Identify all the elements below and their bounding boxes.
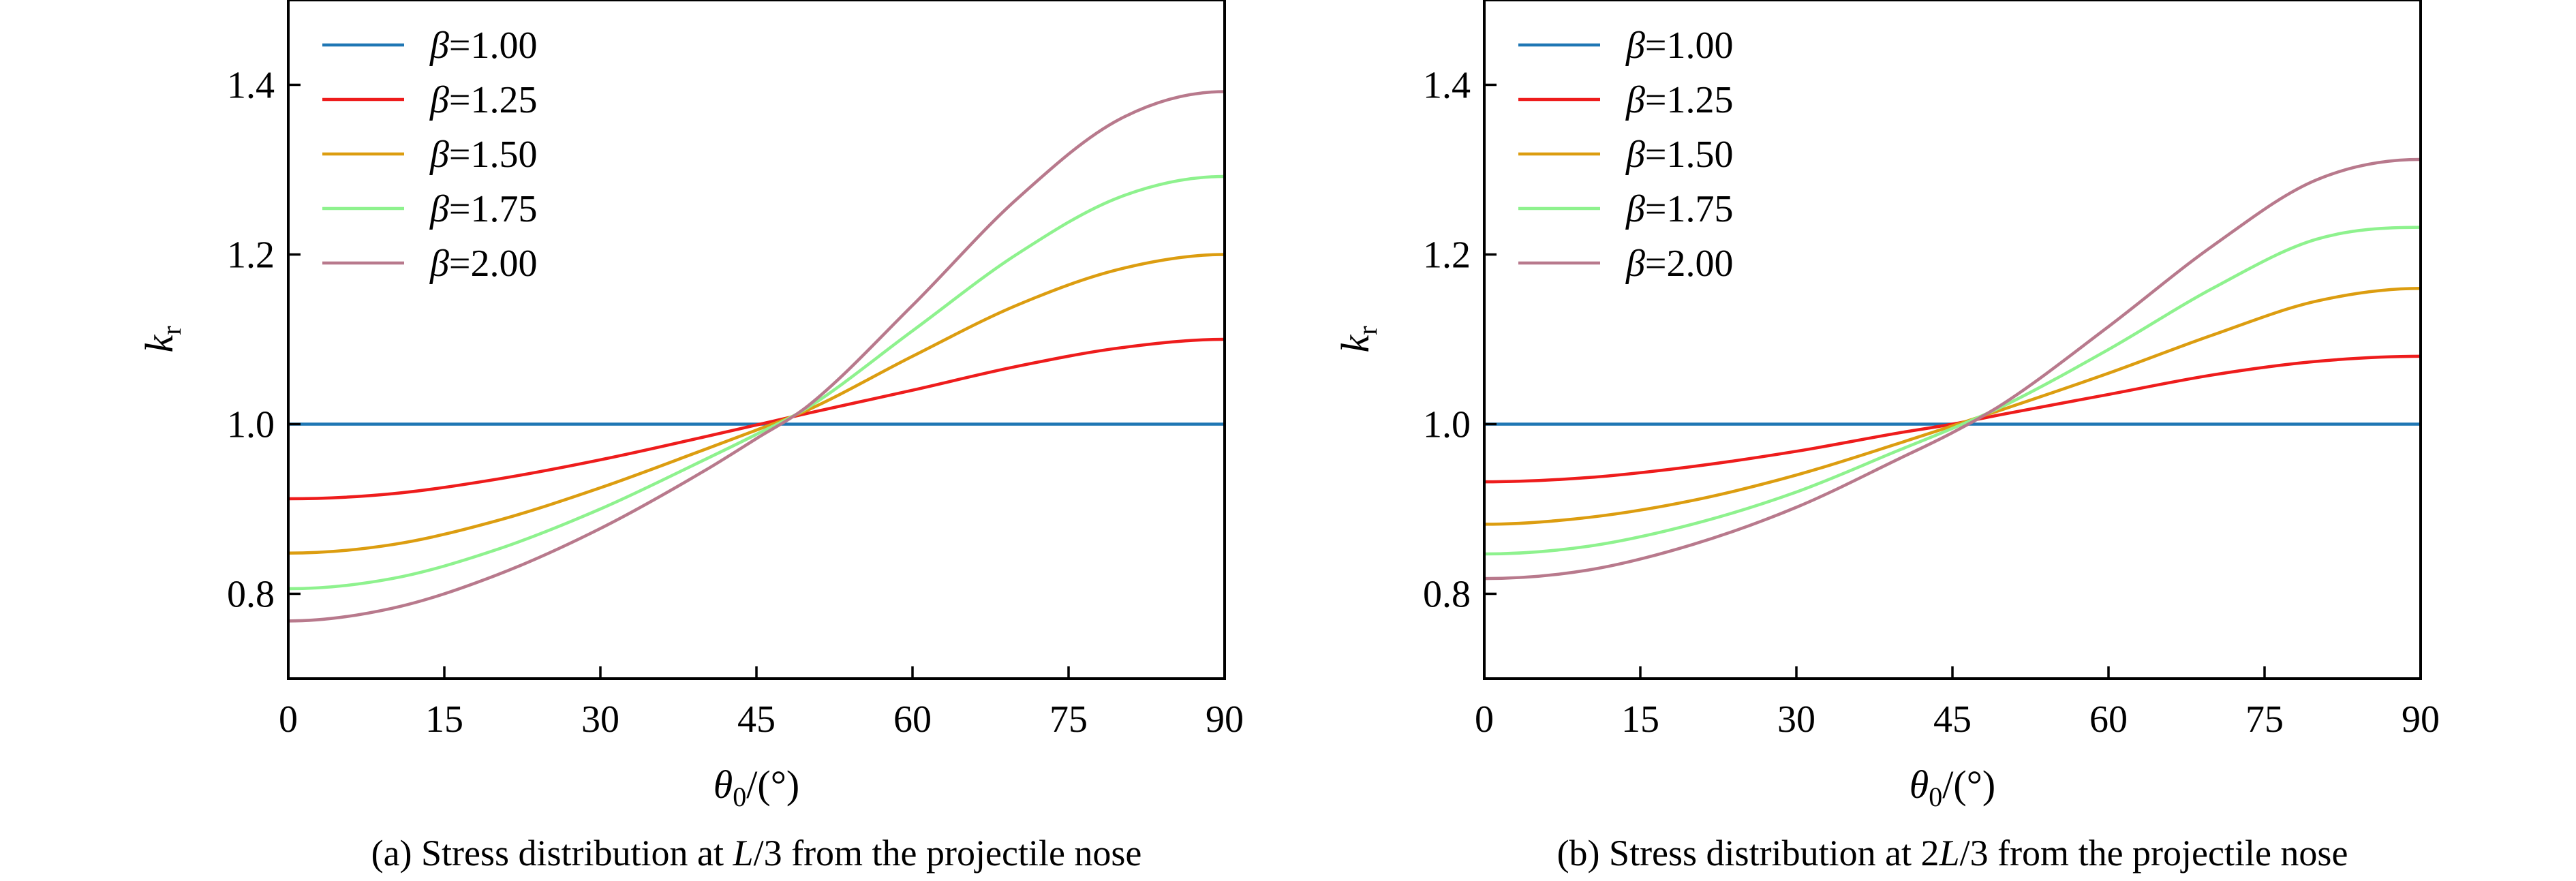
x-axis-label: θ0/(°) xyxy=(1910,762,1995,812)
x-tick-label: 0 xyxy=(1475,698,1494,741)
legend-label: β=1.25 xyxy=(1625,79,1733,121)
x-tick-label: 15 xyxy=(1621,698,1659,741)
x-tick-label: 75 xyxy=(1049,698,1088,741)
series-line-beta-1-50 xyxy=(1484,287,2421,526)
y-tick-label: 0.8 xyxy=(1423,574,1471,616)
y-tick-label: 1.2 xyxy=(227,234,275,277)
plot-frame xyxy=(1483,0,2422,680)
legend-label: β=1.50 xyxy=(1625,134,1733,176)
series-line-beta-1-75 xyxy=(288,174,1225,591)
legend-entry-beta-1-75: β=1.75 xyxy=(322,188,537,230)
legend-entry-beta-2-00: β=2.00 xyxy=(1518,243,1733,285)
x-axis-label: θ0/(°) xyxy=(714,762,799,812)
x-tick-label: 0 xyxy=(279,698,298,741)
x-tick-label: 45 xyxy=(1933,698,1972,741)
y-tick-label: 1.0 xyxy=(1423,404,1471,446)
y-tick-label: 1.0 xyxy=(227,404,275,446)
y-axis-label: kr xyxy=(137,326,187,352)
x-tick-label: 30 xyxy=(581,698,619,741)
y-axis-label: kr xyxy=(1333,326,1383,352)
x-tick-label: 75 xyxy=(2245,698,2284,741)
legend-entry-beta-1-25: β=1.25 xyxy=(322,79,537,121)
legend-label: β=2.00 xyxy=(1625,243,1733,285)
x-tick-label: 15 xyxy=(425,698,463,741)
legend-entry-beta-1-00: β=1.00 xyxy=(322,25,537,67)
x-tick-label: 90 xyxy=(2402,698,2440,741)
legend-entry-beta-1-50: β=1.50 xyxy=(322,134,537,176)
series-line-beta-2-00 xyxy=(1484,157,2421,581)
legend-label: β=2.00 xyxy=(429,243,537,285)
chart-panel-b: 0 15 30 45 60 75 90 0.8 1.0 1.2 1.4 θ0/(°) kr β=1.00 β… xyxy=(1333,0,2440,874)
x-tick-label: 30 xyxy=(1777,698,1815,741)
x-tick-label: 60 xyxy=(2089,698,2128,741)
series-line-beta-2-00 xyxy=(288,90,1225,623)
x-tick-label: 45 xyxy=(737,698,776,741)
series-line-beta-1-25 xyxy=(288,337,1225,501)
chart-panel-a: 0 15 30 45 60 75 90 0.8 1.0 1.2 1.4 θ0/(°) kr β=1.00 β… xyxy=(137,0,1244,874)
legend-label: β=1.75 xyxy=(1625,188,1733,230)
plot-frame xyxy=(287,0,1226,680)
y-tick-label: 0.8 xyxy=(227,574,275,616)
x-tick-label: 60 xyxy=(893,698,932,741)
x-tick-label: 90 xyxy=(1206,698,1244,741)
legend-entry-beta-1-75: β=1.75 xyxy=(1518,188,1733,230)
legend-label: β=1.50 xyxy=(429,134,537,176)
y-tick-label: 1.4 xyxy=(1423,65,1471,107)
series-line-beta-1-75 xyxy=(1484,226,2421,556)
legend-label: β=1.75 xyxy=(429,188,537,230)
series-line-beta-1-50 xyxy=(288,253,1225,555)
legend-entry-beta-1-25: β=1.25 xyxy=(1518,79,1733,121)
legend-label: β=1.25 xyxy=(429,79,537,121)
legend-entry-beta-1-00: β=1.00 xyxy=(1518,25,1733,67)
y-tick-label: 1.4 xyxy=(227,65,275,107)
y-tick-label: 1.2 xyxy=(1423,234,1471,277)
legend-entry-beta-1-50: β=1.50 xyxy=(1518,134,1733,176)
legend-label: β=1.00 xyxy=(1625,25,1733,67)
series-line-beta-1-25 xyxy=(1484,354,2421,484)
figure-caption: (b) Stress distribution at 2L/3 from the… xyxy=(1557,833,2348,874)
legend-entry-beta-2-00: β=2.00 xyxy=(322,243,537,285)
figure-caption: (a) Stress distribution at L/3 from the … xyxy=(371,833,1142,874)
legend-label: β=1.00 xyxy=(429,25,537,67)
